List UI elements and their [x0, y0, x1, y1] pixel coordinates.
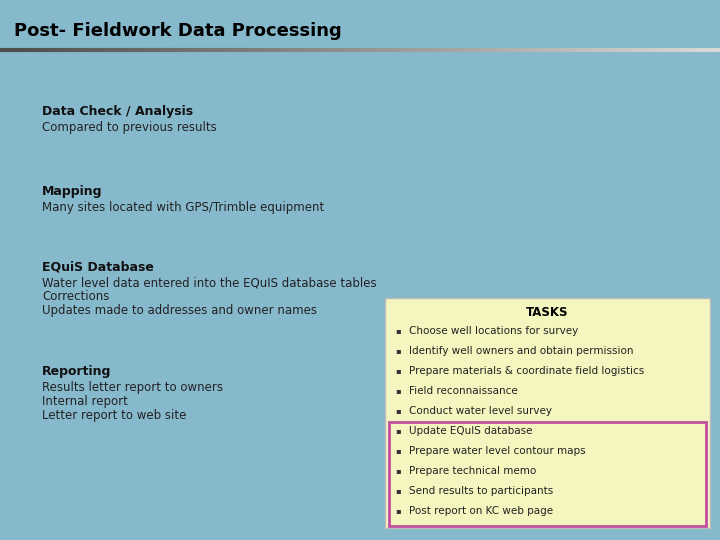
Text: Update EQuIS database: Update EQuIS database	[409, 426, 533, 436]
Text: Prepare materials & coordinate field logistics: Prepare materials & coordinate field log…	[409, 366, 644, 376]
Text: Reporting: Reporting	[42, 365, 112, 378]
Text: Send results to participants: Send results to participants	[409, 486, 553, 496]
Text: Letter report to web site: Letter report to web site	[42, 409, 186, 422]
FancyBboxPatch shape	[385, 298, 710, 528]
Text: Identify well owners and obtain permission: Identify well owners and obtain permissi…	[409, 346, 634, 356]
Text: Compared to previous results: Compared to previous results	[42, 121, 217, 134]
Text: Prepare technical memo: Prepare technical memo	[409, 466, 536, 476]
Text: Field reconnaissance: Field reconnaissance	[409, 386, 518, 396]
Text: ▪: ▪	[395, 446, 400, 455]
Text: ▪: ▪	[395, 486, 400, 495]
Text: Internal report: Internal report	[42, 395, 128, 408]
Text: ▪: ▪	[395, 366, 400, 375]
Text: ▪: ▪	[395, 426, 400, 435]
Text: Many sites located with GPS/Trimble equipment: Many sites located with GPS/Trimble equi…	[42, 201, 324, 214]
Text: Mapping: Mapping	[42, 185, 102, 198]
Text: ▪: ▪	[395, 466, 400, 475]
Text: ▪: ▪	[395, 346, 400, 355]
Text: Choose well locations for survey: Choose well locations for survey	[409, 326, 578, 336]
Text: ▪: ▪	[395, 406, 400, 415]
Text: Updates made to addresses and owner names: Updates made to addresses and owner name…	[42, 304, 317, 317]
Text: Post report on KC web page: Post report on KC web page	[409, 506, 553, 516]
Text: ▪: ▪	[395, 386, 400, 395]
Text: Prepare water level contour maps: Prepare water level contour maps	[409, 446, 585, 456]
Text: Results letter report to owners: Results letter report to owners	[42, 381, 223, 394]
Text: EQuiS Database: EQuiS Database	[42, 260, 154, 273]
Text: Post- Fieldwork Data Processing: Post- Fieldwork Data Processing	[14, 22, 342, 40]
Text: TASKS: TASKS	[526, 306, 569, 319]
Text: Water level data entered into the EQuIS database tables: Water level data entered into the EQuIS …	[42, 276, 377, 289]
Text: ▪: ▪	[395, 326, 400, 335]
Text: ▪: ▪	[395, 506, 400, 515]
Text: Data Check / Analysis: Data Check / Analysis	[42, 105, 193, 118]
Text: Corrections: Corrections	[42, 290, 109, 303]
Text: Conduct water level survey: Conduct water level survey	[409, 406, 552, 416]
